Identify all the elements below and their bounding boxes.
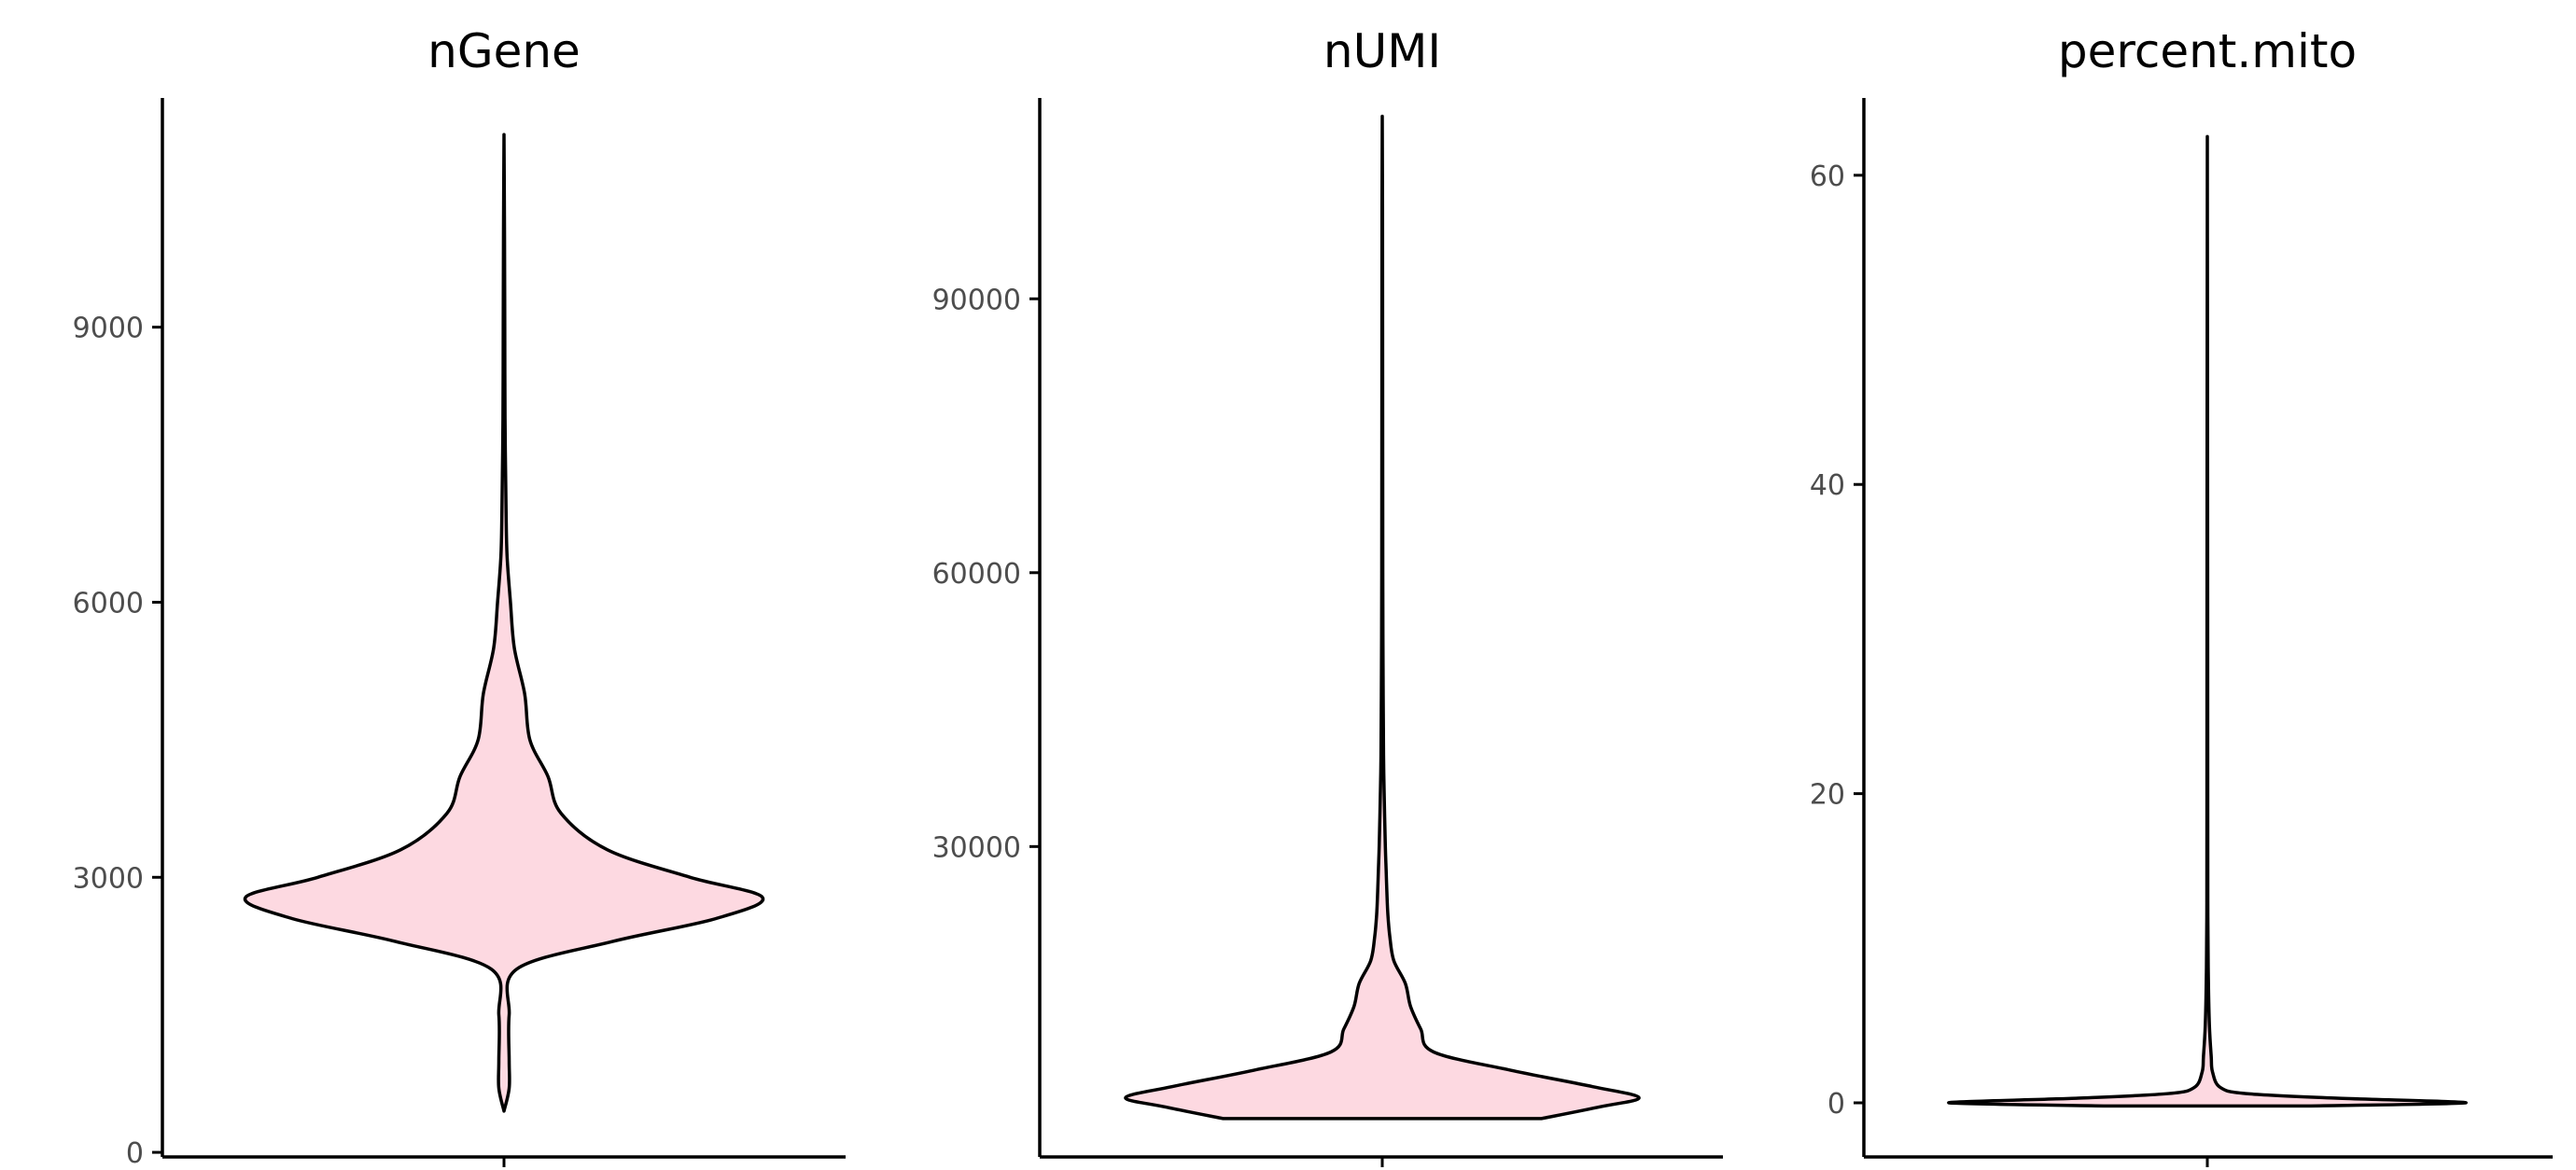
- violin-panel-2: nUMI 30000 60000 90000: [932, 24, 1723, 1167]
- violin-shape: [1124, 114, 1641, 1121]
- y-tick-label: 6000: [73, 587, 144, 620]
- violin-panel-3: percent.mito 0 20 40 60: [1810, 24, 2553, 1167]
- violin-panel-1: nGene 0 3000 6000 9000: [73, 24, 846, 1170]
- y-tick-label: 40: [1810, 469, 1845, 502]
- y-tick-label: 20: [1810, 779, 1845, 812]
- y-tick-label: 30000: [932, 831, 1021, 864]
- y-tick-label: 9000: [73, 313, 144, 345]
- y-tick-label: 60: [1810, 160, 1845, 193]
- y-tick-label: 60000: [932, 558, 1021, 591]
- panel-title: nUMI: [1323, 24, 1441, 78]
- violin-shape: [1947, 134, 2468, 1108]
- y-tick-label: 0: [1827, 1088, 1845, 1121]
- violin-shape: [243, 132, 765, 1113]
- y-tick-label: 90000: [932, 284, 1021, 316]
- y-tick-label: 0: [126, 1137, 144, 1170]
- y-tick-label: 3000: [73, 862, 144, 895]
- panel-title: percent.mito: [2058, 24, 2357, 78]
- panel-title: nGene: [427, 24, 581, 78]
